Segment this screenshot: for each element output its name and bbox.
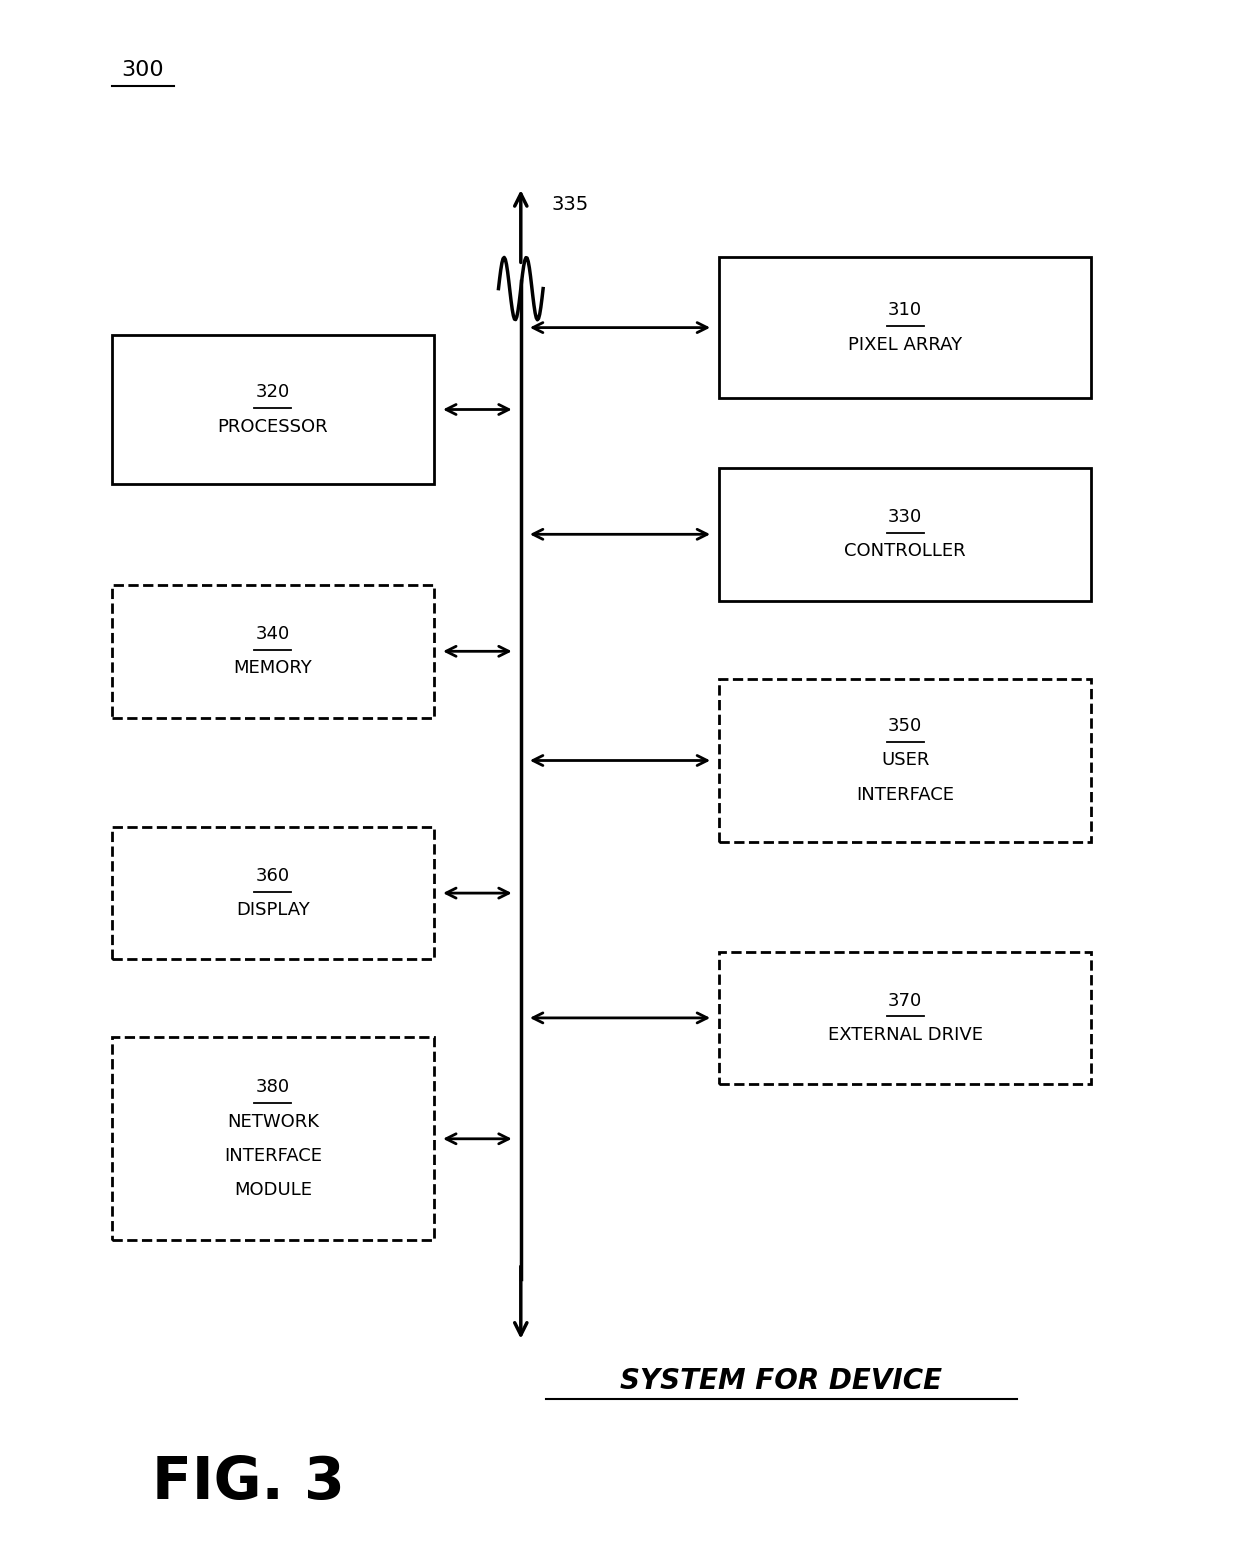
Text: INTERFACE: INTERFACE [856,786,955,803]
Text: EXTERNAL DRIVE: EXTERNAL DRIVE [828,1026,982,1044]
Text: MODULE: MODULE [234,1181,311,1200]
FancyBboxPatch shape [112,585,434,718]
Text: PIXEL ARRAY: PIXEL ARRAY [848,335,962,354]
Text: FIG. 3: FIG. 3 [151,1454,345,1510]
Text: 320: 320 [255,384,290,401]
FancyBboxPatch shape [719,257,1091,398]
Text: 340: 340 [255,626,290,643]
Text: 380: 380 [255,1078,290,1097]
FancyBboxPatch shape [719,468,1091,601]
Text: 370: 370 [888,992,923,1009]
FancyBboxPatch shape [719,679,1091,842]
Text: 350: 350 [888,718,923,735]
Text: 310: 310 [888,301,923,320]
Text: INTERFACE: INTERFACE [223,1147,322,1165]
Text: 335: 335 [552,195,589,214]
Text: USER: USER [880,752,930,769]
Text: SYSTEM FOR DEVICE: SYSTEM FOR DEVICE [620,1367,942,1395]
FancyBboxPatch shape [719,952,1091,1084]
Text: DISPLAY: DISPLAY [236,902,310,919]
Text: PROCESSOR: PROCESSOR [217,418,329,435]
Text: CONTROLLER: CONTROLLER [844,543,966,560]
FancyBboxPatch shape [112,827,434,959]
Text: NETWORK: NETWORK [227,1112,319,1131]
FancyBboxPatch shape [112,335,434,484]
Text: 360: 360 [255,867,290,885]
Text: 330: 330 [888,509,923,526]
FancyBboxPatch shape [112,1037,434,1240]
Text: 300: 300 [122,61,164,80]
Text: MEMORY: MEMORY [233,660,312,677]
